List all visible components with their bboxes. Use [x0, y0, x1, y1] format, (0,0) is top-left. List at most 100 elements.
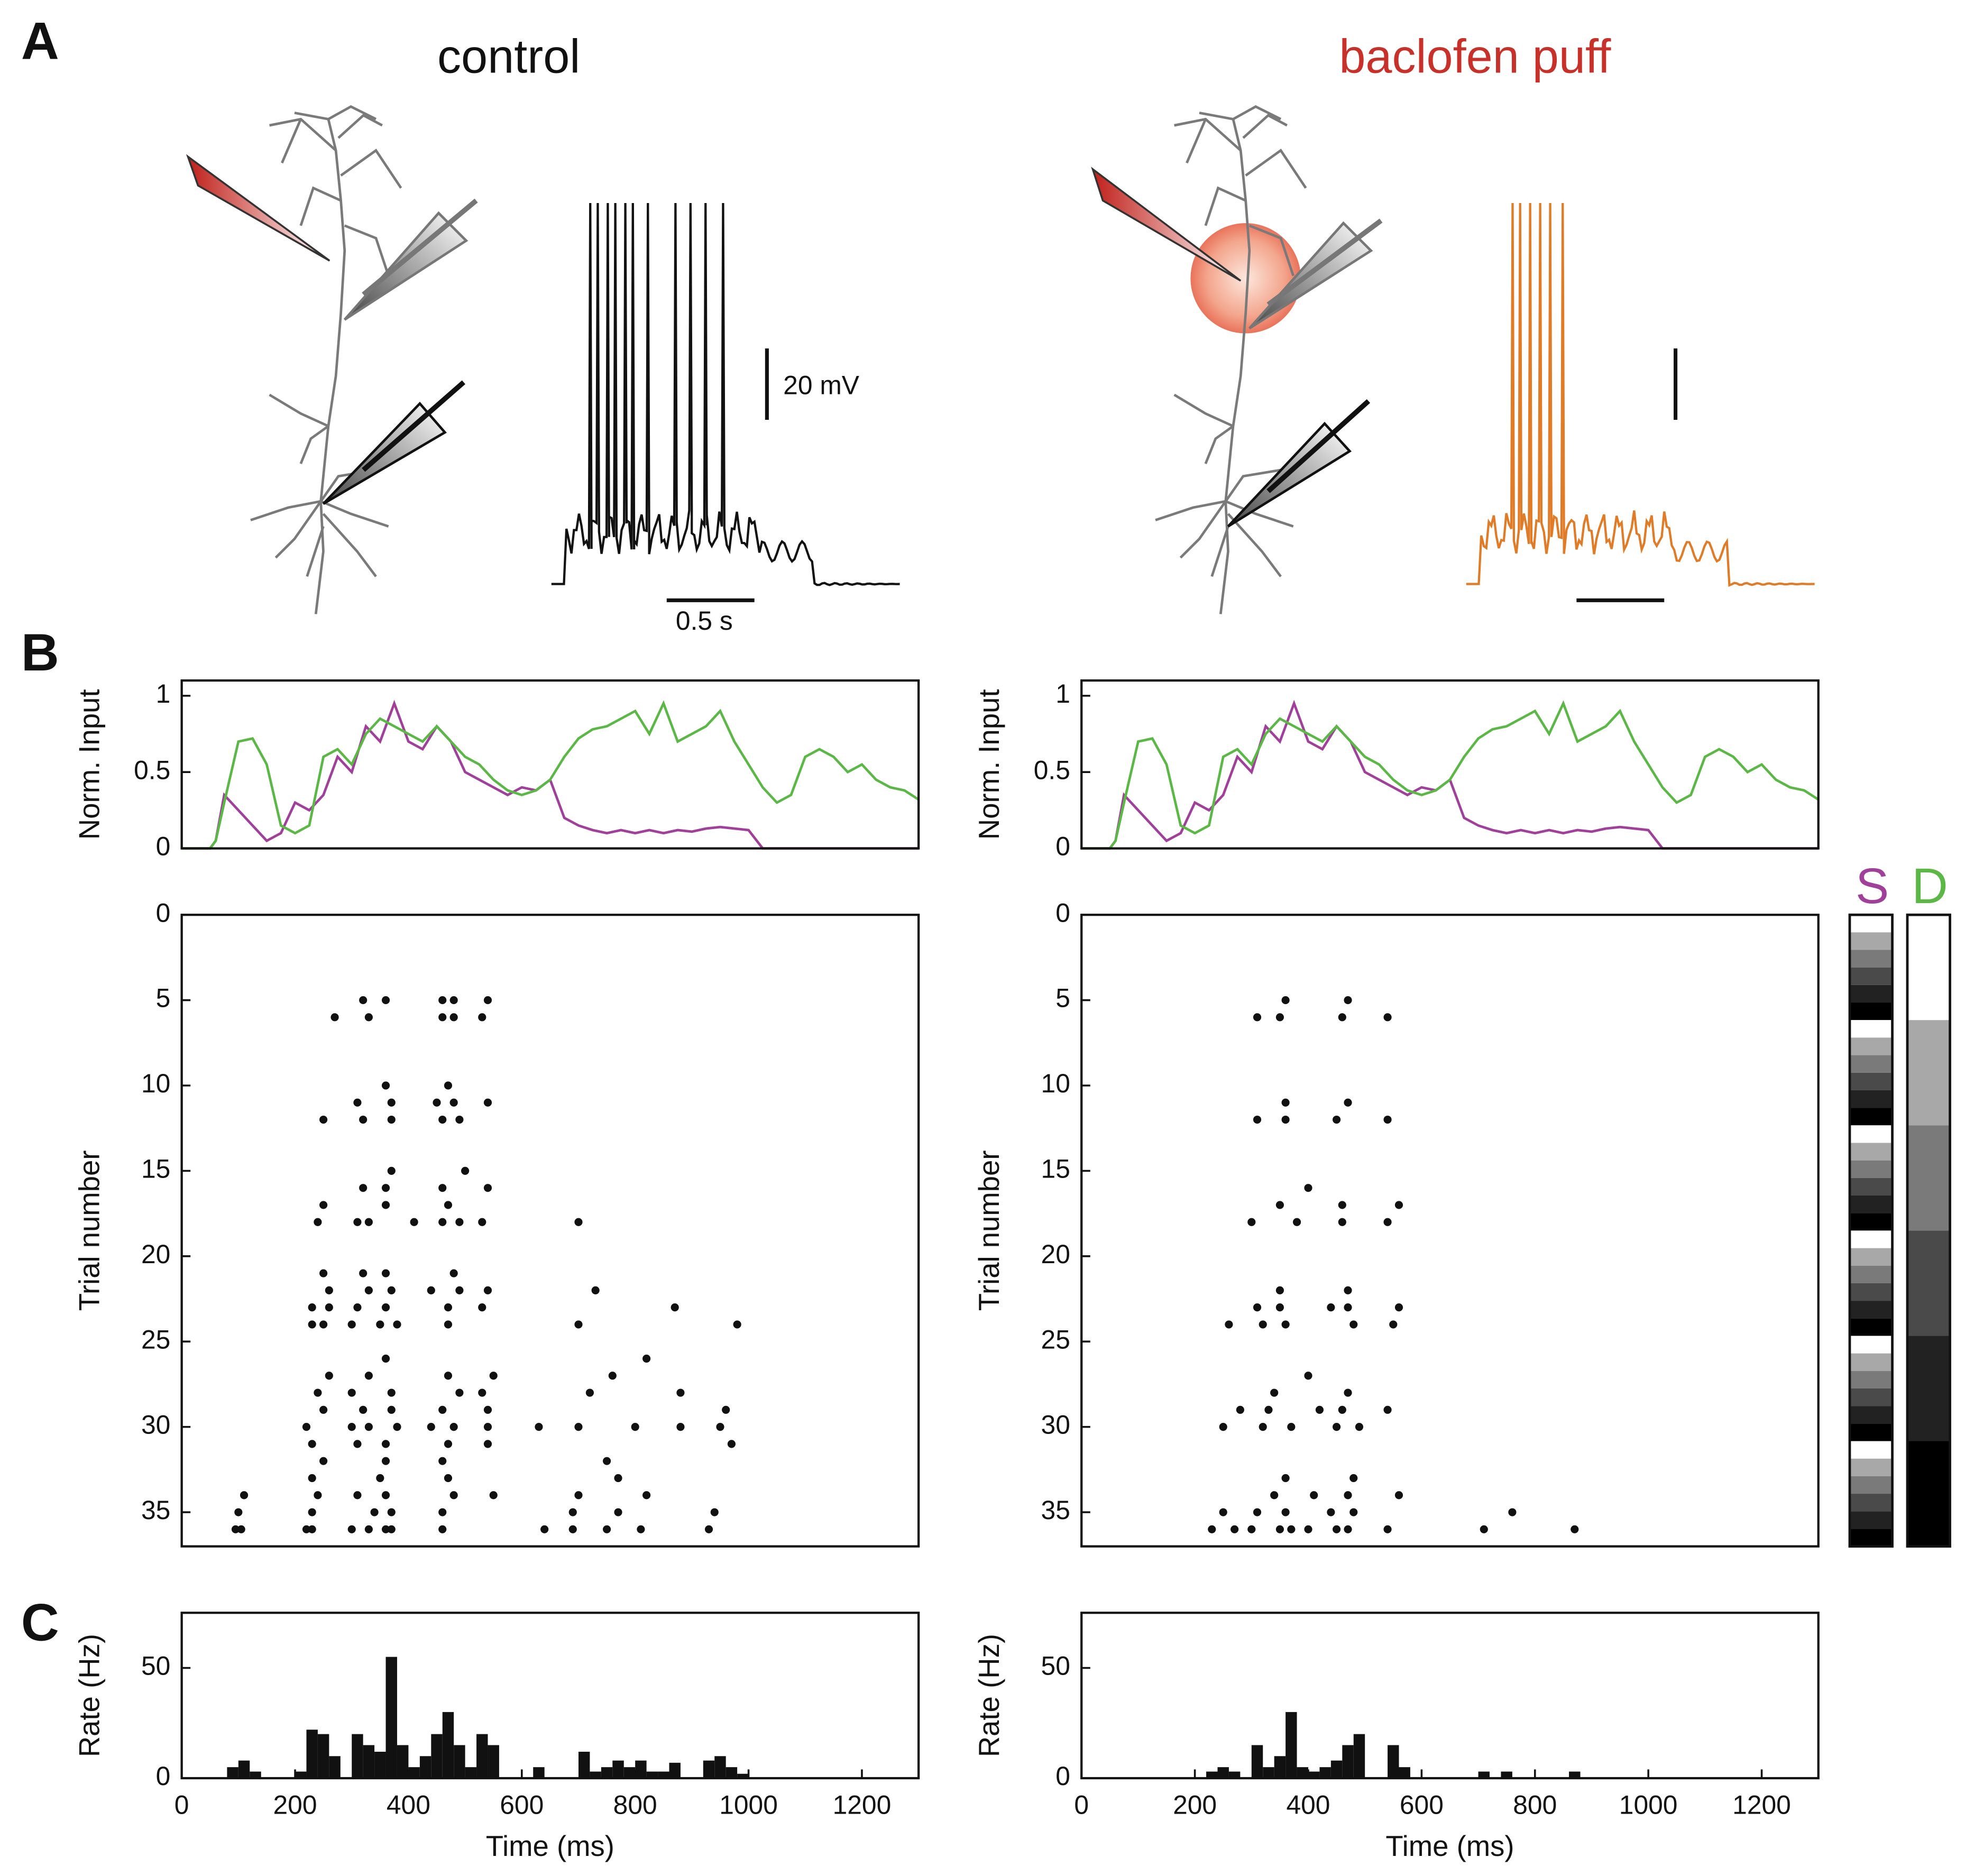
spike [1338, 1201, 1346, 1209]
spike [1383, 1218, 1392, 1226]
y-tick-label: 50 [1041, 1651, 1070, 1681]
spike [302, 1423, 311, 1431]
spike [438, 1013, 447, 1022]
spike [716, 1423, 724, 1431]
spike [353, 1303, 362, 1312]
rate-bar [726, 1767, 738, 1779]
spike [1394, 1201, 1403, 1209]
spike [449, 996, 458, 1005]
spike [637, 1525, 645, 1533]
spike [444, 1303, 453, 1312]
spike [1338, 1218, 1346, 1226]
electrode [1266, 218, 1383, 307]
spike [1275, 1303, 1284, 1312]
rate-bar [1353, 1734, 1365, 1779]
spike [381, 1354, 390, 1363]
y-tick-label: 0.5 [1034, 755, 1070, 785]
spike [1231, 1525, 1239, 1533]
spike [1219, 1508, 1227, 1516]
spike [1344, 1525, 1352, 1533]
colorbar-cell [1849, 1213, 1893, 1231]
spike [704, 1525, 713, 1533]
spike [387, 1525, 396, 1533]
spike [1247, 1525, 1256, 1533]
spike [381, 1457, 390, 1465]
spike [535, 1423, 543, 1431]
rate-bar [669, 1762, 681, 1779]
y-tick-label: 0 [1055, 832, 1070, 861]
spike [387, 1508, 396, 1516]
spike [455, 1218, 464, 1226]
dendritic-pipette [343, 211, 469, 321]
spike [1253, 1013, 1262, 1022]
spike [568, 1508, 577, 1516]
x-tick-label: 200 [1173, 1790, 1217, 1820]
spike [1344, 996, 1352, 1005]
spike [427, 1286, 435, 1294]
spike [438, 1218, 447, 1226]
spike [410, 1218, 418, 1226]
spike [733, 1320, 741, 1329]
spike [568, 1525, 577, 1533]
y-axis-label: Norm. Input [73, 689, 105, 840]
colorbar-label: D [1912, 858, 1948, 914]
spike [314, 1218, 322, 1226]
spike [1219, 1423, 1227, 1431]
spike [353, 1098, 362, 1107]
spike [671, 1303, 679, 1312]
rate-bar [476, 1734, 488, 1779]
rate-bar [601, 1767, 613, 1779]
spike [455, 1388, 464, 1397]
colorbar-cell [1849, 1160, 1893, 1178]
spike [359, 1184, 368, 1192]
colorbar-cell [1849, 1003, 1893, 1020]
rate-bar [465, 1767, 477, 1779]
y-tick-label: 25 [141, 1325, 170, 1354]
colorbar-cell [1849, 1283, 1893, 1301]
spike [614, 1474, 622, 1483]
spike [1327, 1508, 1335, 1516]
spike [433, 1098, 441, 1107]
spike [483, 996, 492, 1005]
spike [642, 1491, 651, 1500]
spike [602, 1457, 611, 1465]
spike [483, 1184, 492, 1192]
rate-bar [1274, 1756, 1286, 1779]
rate-bar [1206, 1771, 1218, 1779]
spike [489, 1491, 498, 1500]
spike [1389, 1320, 1398, 1329]
spike [370, 1508, 379, 1516]
spike [449, 1269, 458, 1277]
colorbar-cell [1849, 1178, 1893, 1196]
input-line [181, 700, 920, 850]
y-axis-label: Rate (Hz) [73, 1634, 105, 1757]
input-line [1081, 700, 1819, 850]
condition-title: baclofen puff [1339, 30, 1611, 84]
rate-bar [397, 1745, 409, 1779]
spike [1383, 1525, 1392, 1533]
spike [325, 1303, 333, 1312]
colorbar-cell [1849, 985, 1893, 1003]
colorbar-cell [1849, 1458, 1893, 1476]
spike [1287, 1525, 1296, 1533]
colorbar-frame [1848, 913, 1894, 1548]
spike [1394, 1491, 1403, 1500]
colorbar-cell [1849, 1020, 1893, 1038]
spike [631, 1423, 639, 1431]
colorbar-cell [1849, 1265, 1893, 1283]
x-tick-label: 600 [500, 1790, 544, 1820]
rate-bar [385, 1657, 397, 1779]
colorbar-cell [1849, 967, 1893, 985]
spike [1327, 1303, 1335, 1312]
axes-frame [1080, 679, 1820, 850]
y-tick-label: 0 [156, 898, 171, 927]
y-axis-label: Rate (Hz) [973, 1634, 1005, 1757]
axes-frame [180, 679, 920, 850]
rate-bar [737, 1773, 749, 1779]
spike [393, 1423, 401, 1431]
spike [353, 1440, 362, 1448]
y-axis-label: Norm. Input [973, 689, 1005, 840]
colorbar-cell [1849, 1388, 1893, 1406]
spike [1383, 1405, 1392, 1414]
